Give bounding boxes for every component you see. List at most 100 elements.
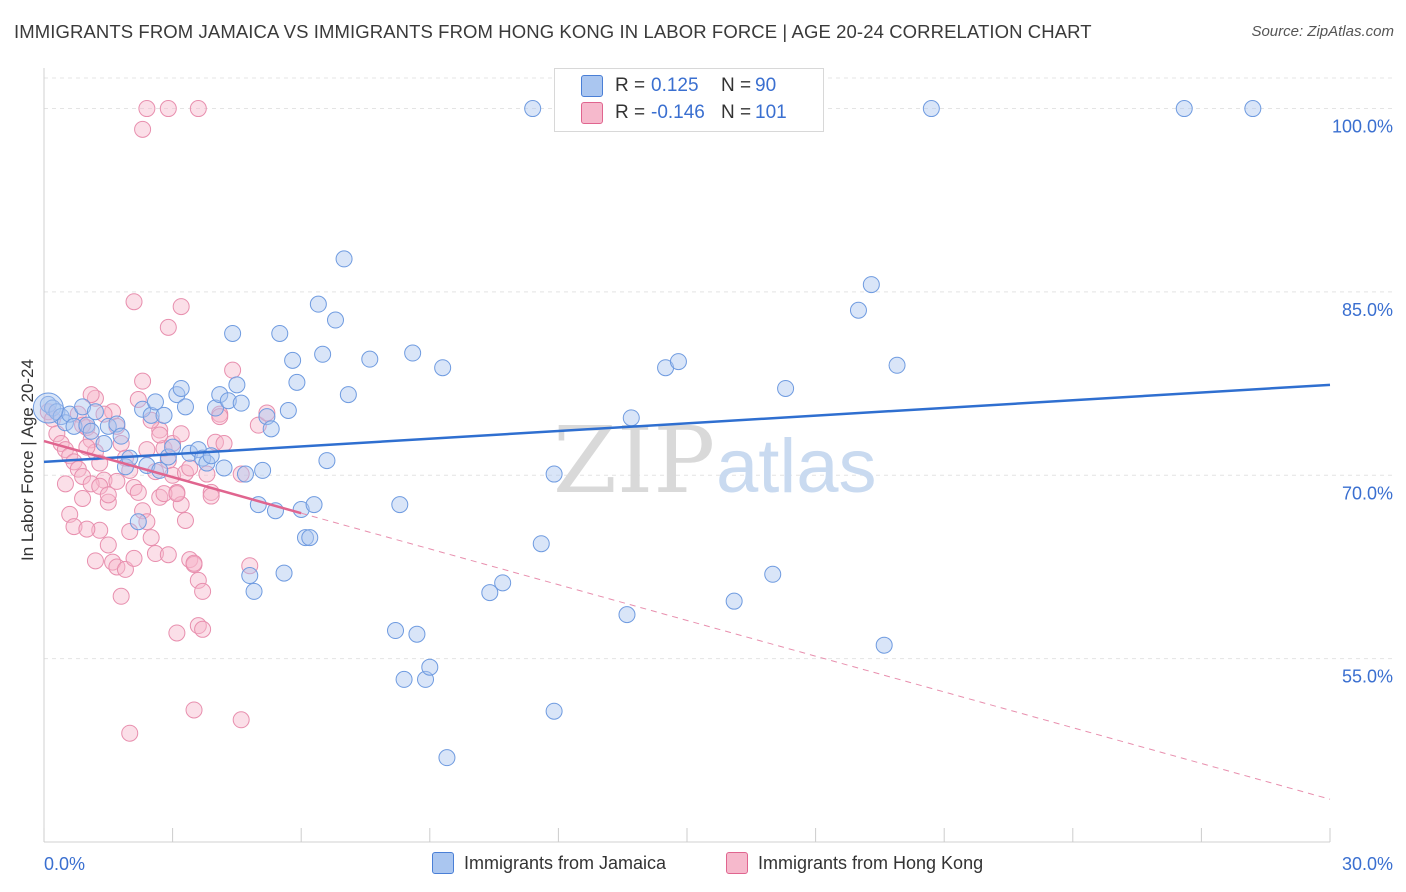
tick-labels: 55.0% 70.0% 85.0% 100.0% 0.0% 30.0% In Labor F…	[18, 117, 1393, 874]
jamaica-point	[95, 434, 113, 452]
legend-item-jamaica[interactable]: Immigrants from Jamaica	[432, 852, 666, 874]
hong-kong-point	[159, 318, 177, 336]
hong-kong-point	[232, 711, 250, 729]
legend-swatch-jamaica	[432, 852, 454, 874]
hong-kong-point	[121, 523, 139, 541]
hong-kong-point	[134, 502, 152, 520]
hong-kong-point	[74, 416, 92, 434]
jamaica-point	[387, 622, 405, 640]
hong-kong-point	[185, 701, 203, 719]
hong-kong-point	[168, 624, 186, 642]
hong-kong-trend-line	[43, 439, 302, 515]
jamaica-point	[862, 276, 880, 294]
hong-kong-point	[56, 475, 74, 493]
legend-label-hong-kong: Immigrants from Hong Kong	[758, 852, 984, 873]
hong-kong-point	[189, 100, 207, 118]
n-value: 90	[755, 75, 777, 96]
n-label: N =	[721, 75, 752, 96]
jamaica-point	[524, 100, 542, 118]
jamaica-point	[129, 513, 147, 531]
jamaica-point	[438, 749, 456, 767]
hong-kong-point	[181, 459, 199, 477]
hong-kong-point	[142, 529, 160, 547]
jamaica-point	[408, 625, 426, 643]
hong-kong-point	[121, 724, 139, 742]
jamaica-point	[875, 636, 893, 654]
y-axis-label: In Labor Force | Age 20-24	[18, 359, 37, 561]
jamaica-point	[112, 427, 130, 445]
jamaica-point	[335, 250, 353, 268]
jamaica-point	[232, 394, 250, 412]
hong-kong-point	[172, 425, 190, 443]
hong-kong-point	[134, 120, 152, 138]
jamaica-point	[849, 301, 867, 319]
r-value: 0.125	[651, 75, 699, 96]
stats-row-jamaica: R = 0.125 N = 90	[581, 75, 776, 97]
watermark: ZIP atlas	[553, 407, 877, 514]
hong-kong-point	[211, 408, 229, 426]
jamaica-point	[288, 373, 306, 391]
hong-kong-point	[249, 416, 267, 434]
jamaica-point	[172, 379, 190, 397]
jamaica-point	[56, 414, 74, 432]
jamaica-point	[545, 465, 563, 483]
jamaica-point	[74, 398, 92, 416]
jamaica-point	[764, 565, 782, 583]
jamaica-point	[622, 409, 640, 427]
jamaica-point	[134, 400, 152, 418]
jamaica-point	[215, 459, 233, 477]
jamaica-point	[301, 529, 319, 547]
hong-kong-point	[172, 298, 190, 316]
axes	[43, 68, 1331, 843]
hong-kong-point	[172, 496, 190, 514]
jamaica-point	[669, 353, 687, 371]
hong-kong-point	[74, 490, 92, 508]
r-label: R =	[615, 102, 646, 123]
hong-kong-point	[134, 372, 152, 390]
hong-kong-point	[194, 620, 212, 638]
jamaica-point	[78, 416, 96, 434]
jamaica-point	[404, 344, 422, 362]
jamaica-point	[176, 398, 194, 416]
jamaica-point	[888, 356, 906, 374]
jamaica-point	[228, 376, 246, 394]
y-tick-label: 55.0%	[1342, 667, 1393, 687]
hong-kong-point	[159, 100, 177, 118]
hong-kong-point	[129, 390, 147, 408]
hong-kong-point	[206, 433, 224, 451]
jamaica-point	[86, 403, 104, 421]
jamaica-point	[314, 345, 332, 363]
jamaica-point	[146, 393, 164, 411]
jamaica-point	[211, 386, 229, 404]
legend-item-hong-kong[interactable]: Immigrants from Hong Kong	[726, 852, 983, 874]
jamaica-point	[245, 582, 263, 600]
watermark-atlas: atlas	[716, 424, 877, 509]
hong-kong-point	[241, 557, 259, 575]
hong-kong-point	[146, 545, 164, 563]
jamaica-point	[532, 535, 550, 553]
hong-kong-point	[91, 521, 109, 539]
jamaica-point	[777, 379, 795, 397]
stats-swatch-hong-kong	[581, 102, 603, 124]
hong-kong-point	[194, 582, 212, 600]
hong-kong-point	[125, 293, 143, 311]
r-value: -0.146	[651, 102, 705, 123]
hong-kong-point	[215, 434, 233, 452]
jamaica-point	[545, 702, 563, 720]
jamaica-point	[275, 564, 293, 582]
hong-kong-point	[99, 493, 117, 511]
jamaica-point	[318, 452, 336, 470]
hong-kong-point	[138, 100, 156, 118]
y-tick-label: 100.0%	[1332, 117, 1393, 137]
jamaica-point	[391, 496, 409, 514]
jamaica-point	[219, 392, 237, 410]
jamaica-point	[262, 420, 280, 438]
jamaica-point	[1244, 100, 1262, 118]
jamaica-point	[481, 584, 499, 602]
jamaica-point	[142, 406, 160, 424]
n-value: 101	[755, 102, 787, 123]
stats-box: R = 0.125 N = 90 R = -0.146 N = 101	[554, 68, 824, 132]
hong-kong-point	[176, 512, 194, 530]
n-label: N =	[721, 102, 752, 123]
